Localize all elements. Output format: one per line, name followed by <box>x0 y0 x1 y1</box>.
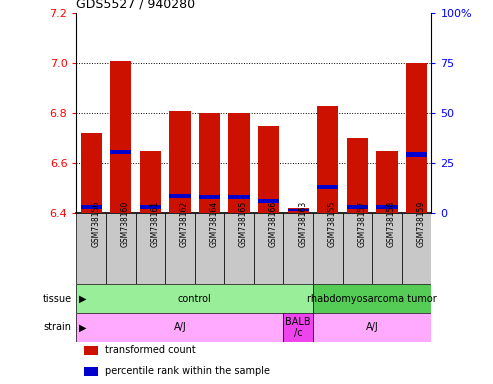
Bar <box>199 113 220 213</box>
Text: control: control <box>178 293 211 304</box>
Text: GSM738161: GSM738161 <box>150 201 159 247</box>
Text: GSM738157: GSM738157 <box>357 201 366 247</box>
Text: GSM738159: GSM738159 <box>417 201 425 247</box>
Text: GSM738160: GSM738160 <box>121 201 130 247</box>
Bar <box>347 138 368 213</box>
Bar <box>110 150 132 154</box>
Text: GSM738156: GSM738156 <box>91 201 100 247</box>
Bar <box>199 195 220 199</box>
Text: GSM738158: GSM738158 <box>387 201 396 247</box>
Bar <box>317 185 339 189</box>
Bar <box>343 213 372 284</box>
Text: A/J: A/J <box>174 322 186 333</box>
Text: tissue: tissue <box>42 293 71 304</box>
Text: transformed count: transformed count <box>105 345 196 355</box>
Bar <box>313 284 431 313</box>
Bar <box>165 213 195 284</box>
Bar <box>402 213 431 284</box>
Bar <box>136 213 165 284</box>
Bar <box>317 106 339 213</box>
Text: A/J: A/J <box>366 322 379 333</box>
Bar <box>347 205 368 209</box>
Bar <box>258 126 280 213</box>
Text: GSM738163: GSM738163 <box>298 201 307 247</box>
Bar <box>228 113 250 213</box>
Bar <box>283 313 313 342</box>
Bar <box>254 213 283 284</box>
Bar <box>406 152 427 157</box>
Bar <box>106 213 136 284</box>
Bar <box>283 213 313 284</box>
Text: GSM738165: GSM738165 <box>239 201 248 247</box>
Text: strain: strain <box>43 322 71 333</box>
Bar <box>83 367 98 376</box>
Bar <box>110 61 132 213</box>
Bar <box>287 209 309 211</box>
Text: GSM738162: GSM738162 <box>180 201 189 247</box>
Bar <box>195 213 224 284</box>
Bar <box>140 205 161 209</box>
Text: rhabdomyosarcoma tumor: rhabdomyosarcoma tumor <box>307 293 437 304</box>
Text: GSM738164: GSM738164 <box>210 201 218 247</box>
Bar <box>76 213 106 284</box>
Bar <box>228 195 250 199</box>
Bar <box>76 284 313 313</box>
Text: GDS5527 / 940280: GDS5527 / 940280 <box>76 0 196 11</box>
Bar <box>313 213 343 284</box>
Bar <box>140 151 161 213</box>
Bar <box>169 111 191 213</box>
Bar <box>224 213 254 284</box>
Text: GSM738166: GSM738166 <box>269 201 278 247</box>
Text: percentile rank within the sample: percentile rank within the sample <box>105 366 270 376</box>
Text: ▶: ▶ <box>79 293 86 304</box>
Bar <box>258 199 280 203</box>
Bar <box>83 346 98 355</box>
Bar <box>169 194 191 198</box>
Bar <box>376 205 398 209</box>
Bar <box>313 313 431 342</box>
Bar <box>372 213 402 284</box>
Text: GSM738155: GSM738155 <box>328 201 337 247</box>
Bar <box>406 63 427 213</box>
Bar <box>376 151 398 213</box>
Bar <box>76 313 283 342</box>
Bar <box>80 133 102 213</box>
Bar <box>80 205 102 209</box>
Text: BALB
/c: BALB /c <box>285 316 311 338</box>
Bar <box>287 208 309 213</box>
Text: ▶: ▶ <box>79 322 86 333</box>
